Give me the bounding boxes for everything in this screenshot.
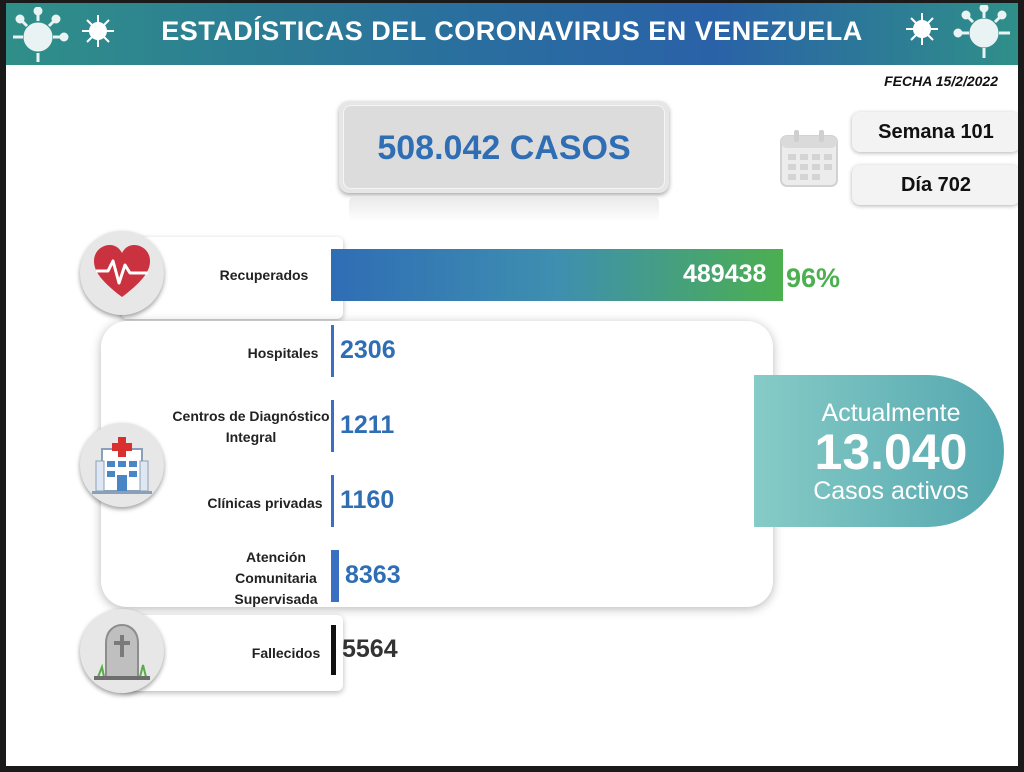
category-label-cdi: Centros de Diagnóstico Integral	[172, 408, 330, 445]
virus-icon	[906, 13, 938, 45]
day-badge: Día 702	[852, 165, 1018, 205]
active-label-top: Actualmente	[821, 399, 961, 427]
value-label-hospitals: 2306	[340, 336, 396, 364]
hospital-icon	[92, 437, 152, 494]
bar-acs	[331, 550, 339, 602]
deceased-icon-circle	[80, 609, 164, 693]
bar-deceased	[331, 625, 336, 675]
health-icon-circle	[80, 423, 164, 507]
tombstone-icon	[94, 623, 150, 680]
bar-hospitals	[331, 325, 334, 377]
category-label-private-clinics: Clínicas privadas	[207, 495, 323, 511]
total-cases: 508.042 CASOS	[377, 129, 631, 167]
total-cases-reflection	[349, 196, 659, 222]
virus-icon	[13, 7, 69, 62]
infographic-frame: ESTADÍSTICAS DEL CORONAVIRUS EN VENEZUEL…	[6, 3, 1018, 766]
category-label-recovered: Recuperados	[219, 267, 309, 283]
total-cases-box: 508.042 CASOS	[339, 101, 669, 193]
recovered-icon-circle	[80, 231, 164, 315]
value-label-deceased: 5564	[342, 635, 398, 663]
virus-icon	[953, 5, 1010, 58]
active-cases-badge	[754, 375, 1004, 527]
value-label-recovered: 489438	[683, 260, 767, 288]
week-badge: Semana 101	[852, 112, 1018, 152]
virus-icon	[82, 15, 114, 47]
category-label-deceased: Fallecidos	[251, 645, 321, 661]
title-banner: ESTADÍSTICAS DEL CORONAVIRUS EN VENEZUEL…	[6, 3, 1018, 65]
category-label-acs: Atención Comunitaria Supervisada	[234, 549, 318, 607]
value-label-private-clinics: 1160	[340, 486, 395, 514]
bar-recovered	[331, 249, 783, 301]
bar-cdi	[331, 400, 334, 452]
value-label-acs: 8363	[345, 561, 401, 589]
banner-title: ESTADÍSTICAS DEL CORONAVIRUS EN VENEZUEL…	[161, 16, 863, 46]
value-label-cdi: 1211	[340, 411, 395, 439]
heart-pulse-icon	[94, 245, 150, 297]
category-label-hospitals: Hospitales	[247, 345, 319, 361]
active-cases-value: 13.040	[814, 424, 968, 480]
date-label: FECHA 15/2/2022	[884, 73, 998, 89]
active-label-bottom: Casos activos	[813, 477, 969, 505]
health-center-panel	[101, 321, 773, 607]
recovered-percent-label: 96%	[786, 263, 841, 293]
bar-private-clinics	[331, 475, 334, 527]
calendar-icon	[780, 130, 838, 187]
